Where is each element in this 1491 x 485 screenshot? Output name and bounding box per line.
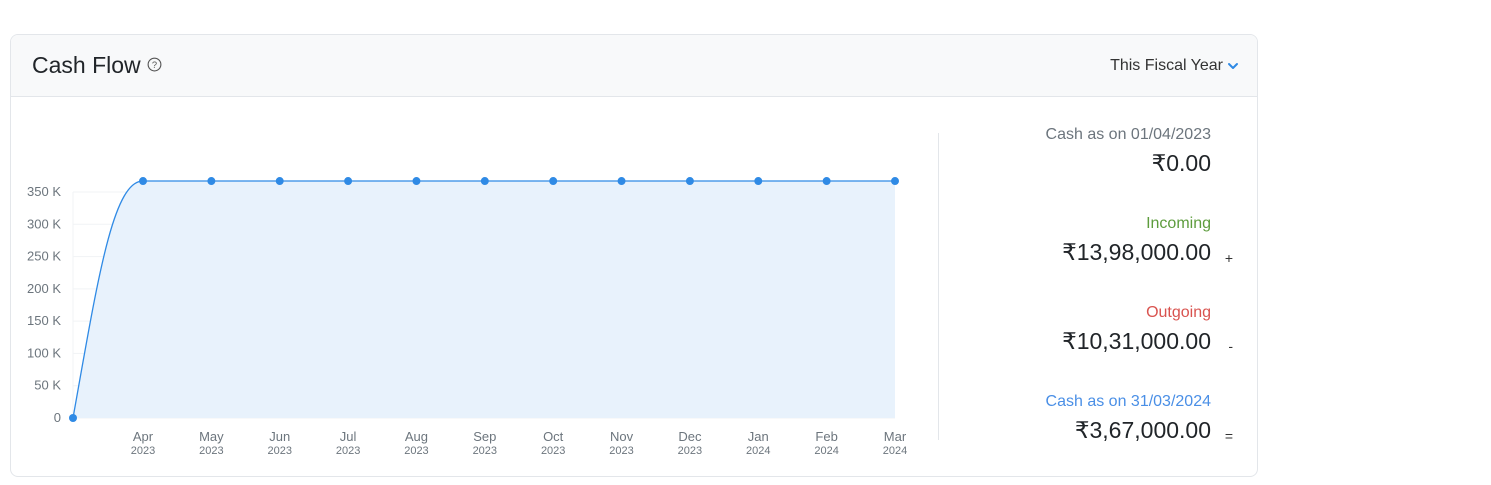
incoming-plus-sign: + xyxy=(1225,250,1233,266)
x-tick-year: 2023 xyxy=(678,445,702,457)
data-point xyxy=(412,177,420,185)
data-point xyxy=(344,177,352,185)
x-tick-year: 2023 xyxy=(541,445,565,457)
card-header: Cash Flow ? This Fiscal Year xyxy=(11,35,1257,97)
outgoing-section: Outgoing ₹10,31,000.00 xyxy=(1062,304,1211,355)
incoming-amount: ₹13,98,000.00 xyxy=(1062,239,1211,266)
x-tick-year: 2023 xyxy=(336,445,360,457)
x-tick-label: Oct xyxy=(543,429,564,444)
svg-text:?: ? xyxy=(152,60,157,70)
data-point xyxy=(549,177,557,185)
opening-amount: ₹0.00 xyxy=(1046,150,1211,177)
data-point xyxy=(618,177,626,185)
outgoing-amount: ₹10,31,000.00 xyxy=(1062,328,1211,355)
y-tick-label: 300 K xyxy=(27,216,61,231)
x-tick-year: 2024 xyxy=(883,445,907,457)
y-tick-label: 250 K xyxy=(27,249,61,264)
closing-label: Cash as on 31/03/2024 xyxy=(1046,393,1211,411)
chevron-down-icon xyxy=(1227,60,1239,72)
y-tick-label: 350 K xyxy=(27,184,61,199)
incoming-label: Incoming xyxy=(1062,215,1211,233)
x-tick-year: 2023 xyxy=(267,445,291,457)
x-tick-year: 2024 xyxy=(746,445,770,457)
y-tick-label: 150 K xyxy=(27,313,61,328)
x-tick-year: 2023 xyxy=(404,445,428,457)
data-point xyxy=(481,177,489,185)
y-tick-label: 0 xyxy=(54,410,61,425)
x-tick-label: Nov xyxy=(610,429,634,444)
x-tick-year: 2023 xyxy=(199,445,223,457)
area-fill xyxy=(73,181,895,418)
y-tick-label: 50 K xyxy=(34,378,61,393)
x-tick-label: Feb xyxy=(815,429,837,444)
x-tick-label: Mar xyxy=(884,429,907,444)
cash-flow-card: Cash Flow ? This Fiscal Year 0 50 K 100 K 1… xyxy=(10,34,1258,477)
closing-equals-sign: = xyxy=(1225,428,1233,444)
incoming-section: Incoming ₹13,98,000.00 xyxy=(1062,215,1211,266)
data-point xyxy=(207,177,215,185)
y-tick-label: 100 K xyxy=(27,345,61,360)
x-tick-year: 2023 xyxy=(473,445,497,457)
card-title: Cash Flow xyxy=(32,52,141,79)
x-tick-label: Dec xyxy=(678,429,702,444)
data-point xyxy=(686,177,694,185)
x-tick-label: May xyxy=(199,429,224,444)
period-label: This Fiscal Year xyxy=(1110,57,1223,75)
x-tick-year: 2023 xyxy=(131,445,155,457)
x-tick-label: Aug xyxy=(405,429,428,444)
y-tick-label: 200 K xyxy=(27,281,61,296)
data-point xyxy=(823,177,831,185)
data-point xyxy=(891,177,899,185)
x-tick-label: Jan xyxy=(748,429,769,444)
data-point xyxy=(139,177,147,185)
data-point xyxy=(69,414,77,422)
outgoing-minus-sign: - xyxy=(1228,338,1233,354)
x-tick-label: Sep xyxy=(473,429,496,444)
opening-balance: Cash as on 01/04/2023 ₹0.00 xyxy=(1046,126,1211,177)
period-dropdown[interactable]: This Fiscal Year xyxy=(1110,57,1239,75)
x-tick-label: Jul xyxy=(340,429,357,444)
data-point xyxy=(276,177,284,185)
help-icon[interactable]: ? xyxy=(147,57,162,72)
x-tick-label: Jun xyxy=(269,429,290,444)
outgoing-label: Outgoing xyxy=(1062,304,1211,322)
data-point xyxy=(754,177,762,185)
closing-balance: Cash as on 31/03/2024 ₹3,67,000.00 xyxy=(1046,393,1211,444)
x-tick-year: 2023 xyxy=(609,445,633,457)
opening-label: Cash as on 01/04/2023 xyxy=(1046,126,1211,144)
chart-summary-divider xyxy=(938,133,939,440)
x-tick-year: 2024 xyxy=(814,445,838,457)
x-tick-label: Apr xyxy=(133,429,154,444)
closing-amount: ₹3,67,000.00 xyxy=(1046,417,1211,444)
